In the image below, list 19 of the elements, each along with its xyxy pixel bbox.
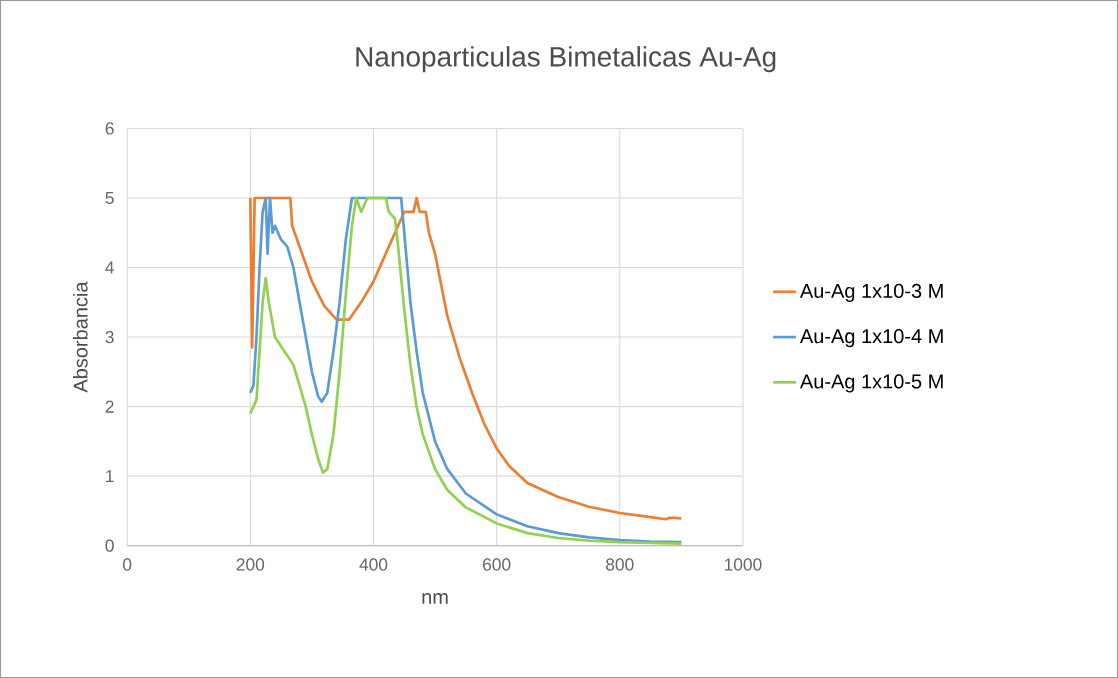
x-tick-label: 1000 — [724, 558, 762, 571]
y-tick-label: 0 — [105, 539, 114, 552]
x-tick-label: 400 — [359, 558, 388, 571]
chart-title: Nanoparticulas Bimetalicas Au-Ag — [356, 46, 776, 73]
x-tick-label: 200 — [236, 558, 265, 571]
y-tick-label: 5 — [105, 191, 114, 204]
y-axis-title: Absorbancia — [72, 281, 88, 393]
y-tick-label: 1 — [106, 470, 114, 483]
y-tick-label: 6 — [105, 122, 114, 135]
x-tick-label: 600 — [483, 558, 511, 571]
x-axis-title: nm — [422, 593, 448, 604]
y-tick-label: 4 — [105, 261, 114, 274]
legend-label: Au-Ag 1x10-5 M — [799, 374, 943, 393]
x-tick-label: 800 — [606, 558, 634, 571]
legend-label: Au-Ag 1x10-4 M — [799, 329, 943, 348]
y-tick-label: 2 — [105, 400, 114, 413]
legend-label: Au-Ag 1x10-3 M — [799, 283, 943, 302]
y-tick-label: 3 — [105, 330, 114, 344]
x-tick-label: 0 — [123, 558, 132, 571]
